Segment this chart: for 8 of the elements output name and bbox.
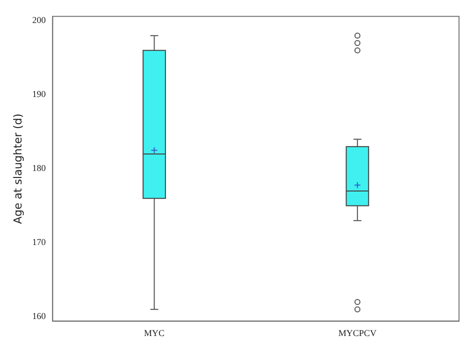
x-tick-label: MYCPCV: [338, 328, 377, 338]
y-axis-title: Age at slaughter (d): [11, 114, 24, 224]
y-tick-label: 180: [32, 163, 46, 174]
x-tick-label: MYC: [144, 328, 165, 338]
y-tick-label: 200: [32, 15, 46, 26]
y-tick-label: 190: [32, 89, 46, 100]
y-tick-label: 160: [32, 311, 46, 322]
y-tick-label: 170: [32, 237, 46, 248]
